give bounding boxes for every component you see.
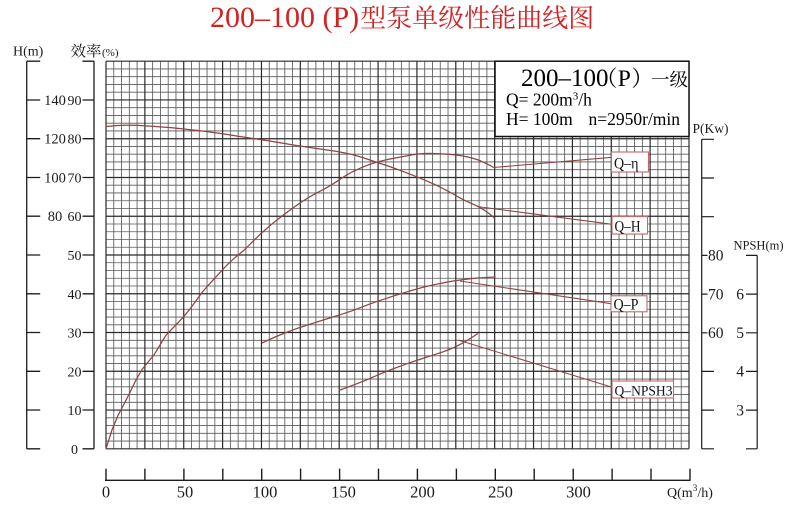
- svg-text:H= 100m: H= 100m: [506, 109, 573, 129]
- svg-text:Q–NPSH3: Q–NPSH3: [615, 383, 673, 399]
- svg-text:0: 0: [71, 443, 78, 458]
- svg-text:50: 50: [68, 249, 82, 264]
- svg-text:140: 140: [44, 93, 66, 109]
- svg-text:60: 60: [68, 210, 82, 225]
- svg-text:Q–P: Q–P: [614, 296, 639, 313]
- svg-text:250: 250: [488, 483, 513, 502]
- svg-text:20: 20: [68, 365, 82, 380]
- svg-text:3: 3: [736, 402, 744, 419]
- svg-text:70: 70: [708, 286, 724, 303]
- svg-text:300: 300: [566, 483, 591, 502]
- svg-text:40: 40: [68, 288, 82, 303]
- svg-text:0: 0: [102, 483, 110, 502]
- svg-text:n=2950r/min: n=2950r/min: [589, 109, 681, 129]
- svg-text:50: 50: [177, 483, 194, 502]
- svg-text:80: 80: [68, 133, 82, 148]
- svg-text:6: 6: [736, 286, 744, 303]
- svg-text:70: 70: [68, 172, 82, 187]
- svg-text:(%): (%): [102, 47, 119, 59]
- svg-text:Q= 200m3/h: Q= 200m3/h: [506, 90, 592, 110]
- svg-text:Q(m3/h): Q(m3/h): [667, 484, 713, 501]
- svg-text:80: 80: [48, 209, 63, 225]
- svg-text:200: 200: [410, 483, 435, 502]
- svg-text:60: 60: [708, 325, 724, 342]
- svg-text:100: 100: [44, 171, 66, 187]
- svg-text:90: 90: [68, 94, 82, 109]
- svg-text:10: 10: [68, 404, 82, 419]
- svg-text:5: 5: [736, 325, 744, 342]
- svg-text:120: 120: [44, 132, 66, 148]
- svg-text:Q–η: Q–η: [614, 156, 639, 173]
- svg-text:200–100 (P): 200–100 (P): [210, 1, 359, 34]
- svg-text:NPSH(m): NPSH(m): [734, 239, 784, 253]
- svg-text:150: 150: [331, 483, 356, 502]
- svg-text:200–100: 200–100: [521, 63, 609, 92]
- svg-text:H(m): H(m): [13, 45, 44, 60]
- svg-text:80: 80: [708, 248, 724, 265]
- svg-text:P: P: [618, 66, 631, 92]
- svg-text:100: 100: [253, 483, 278, 502]
- svg-text:30: 30: [68, 327, 82, 342]
- svg-text:4: 4: [736, 364, 744, 381]
- svg-text:Q–H: Q–H: [615, 219, 641, 236]
- svg-text:P(Kw): P(Kw): [693, 121, 729, 136]
